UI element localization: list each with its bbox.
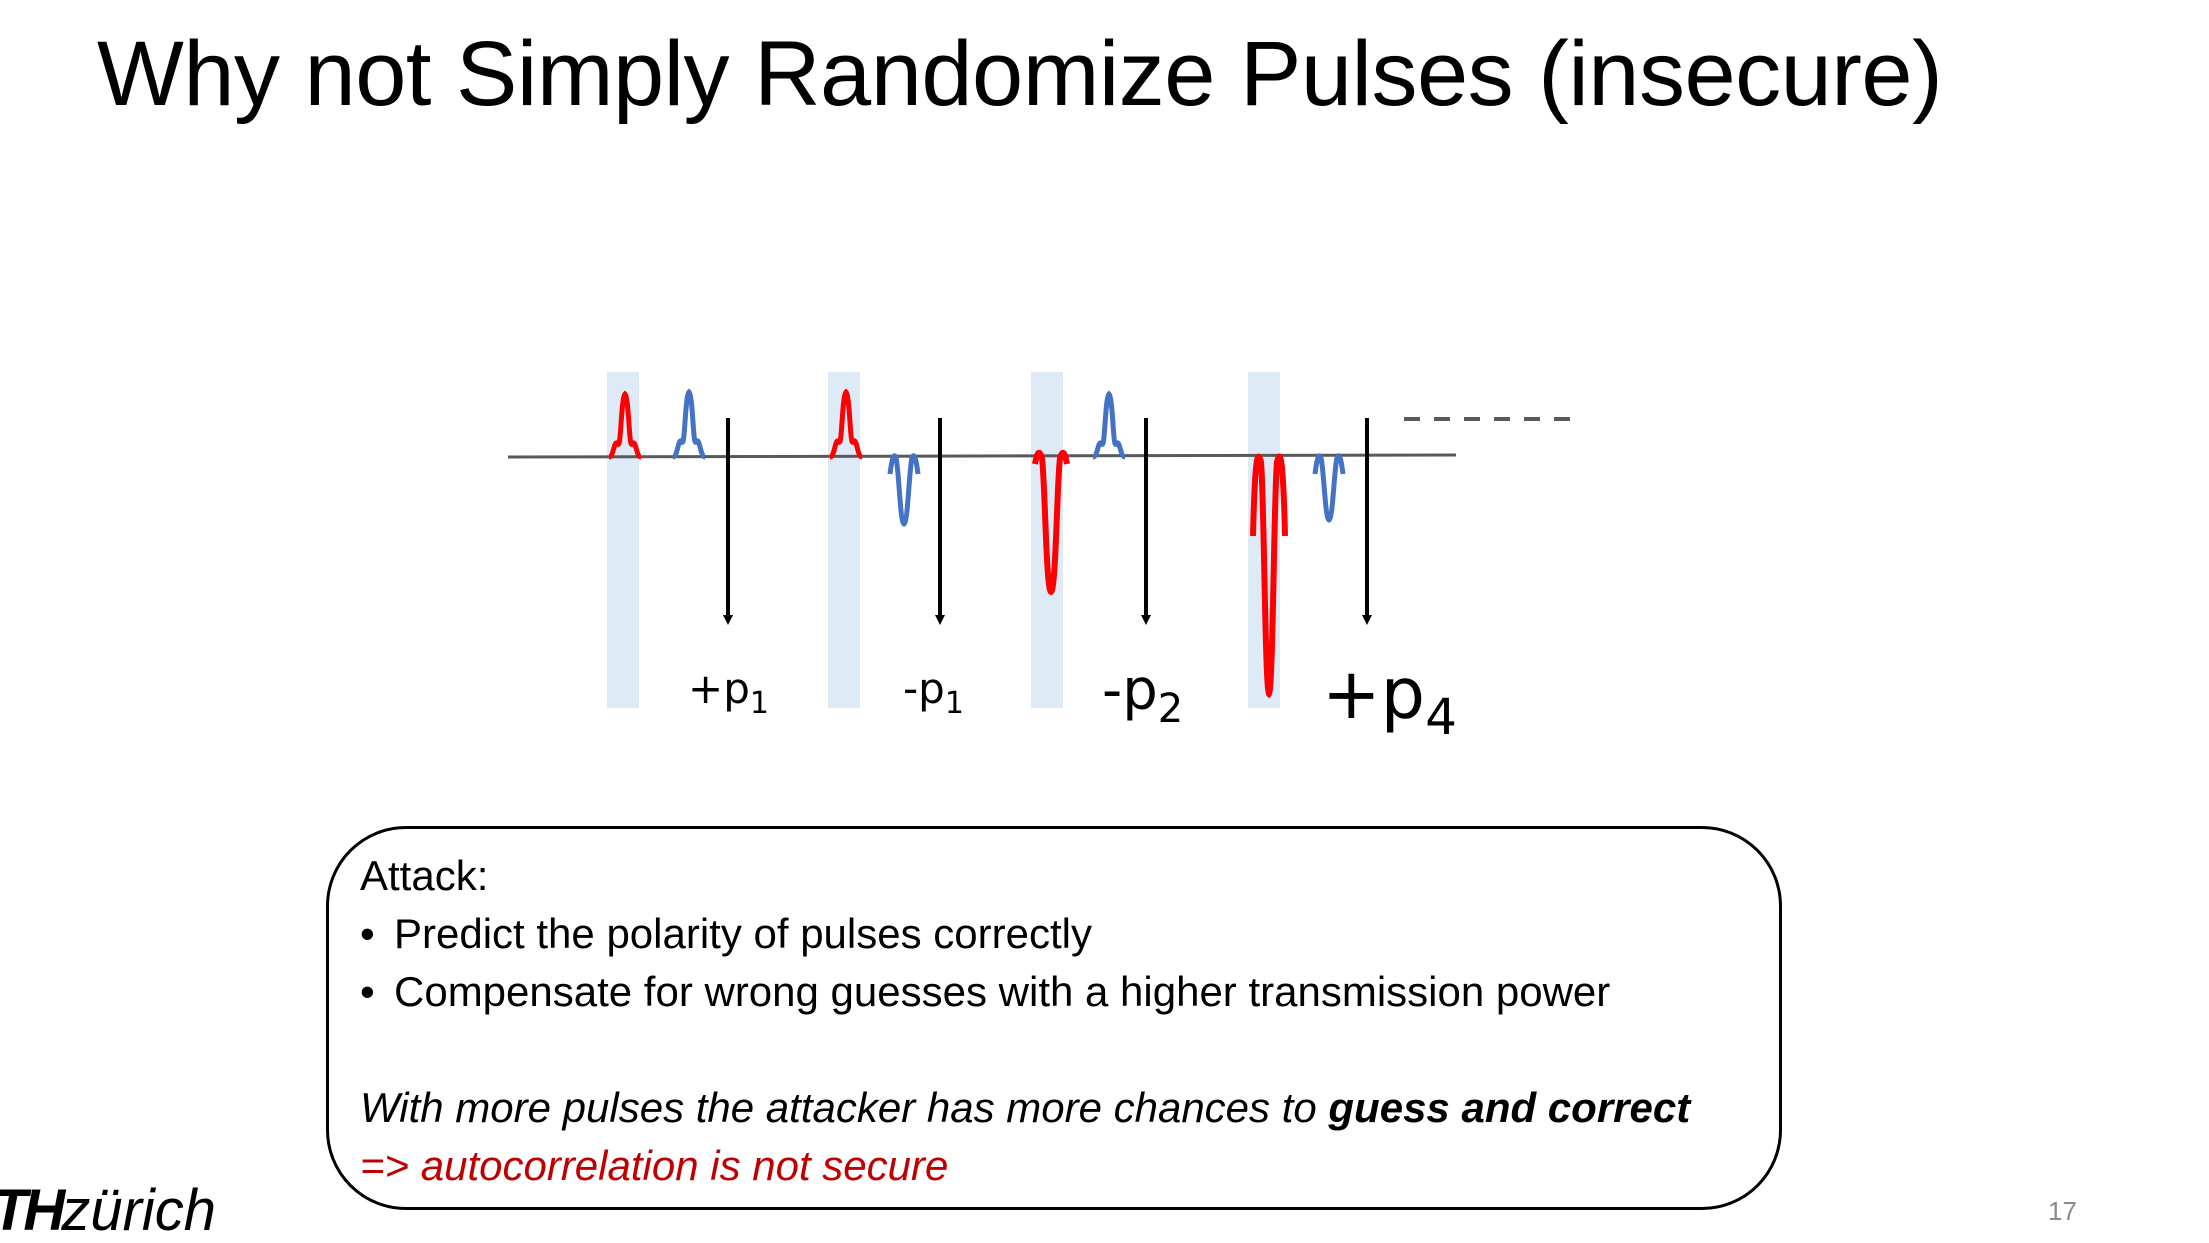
attack-note-prefix: With more pulses the attacker has more c… [360,1084,1329,1131]
blue-pulse-up-3 [1091,390,1127,460]
attack-bullet-1: • Predict the polarity of pulses correctl… [360,910,1092,958]
attack-heading: Attack: [360,852,489,899]
blue-pulse-down-2 [887,453,921,527]
slide-title: Why not Simply Randomize Pulses (insecur… [97,23,1943,125]
attack-bullet-1-text: Predict the polarity of pulses correctly [394,910,1092,957]
label-plus-p1: +p1 [688,664,769,721]
bullet-icon: • [360,968,375,1015]
logo-rest: zürich [61,1178,217,1243]
red-pulse-up-2 [828,388,864,460]
attack-box [326,826,1782,1210]
red-pulse-down-3 [1032,449,1070,596]
time-axis [507,453,1457,459]
blue-pulse-up-1 [671,388,707,460]
label-minus-p2: -p2 [1102,658,1183,732]
label-minus-p1: -p1 [903,664,964,721]
logo-bold: TH [0,1178,65,1243]
eth-zurich-logo: THzürich [0,1182,216,1240]
attack-note: With more pulses the attacker has more c… [360,1084,1690,1132]
label-plus-p4: +p4 [1322,653,1457,746]
bullet-icon: • [360,910,375,957]
page-number: 17 [2048,1196,2077,1226]
attack-note-emphasis: guess and correct [1328,1084,1691,1131]
attack-bullet-2-text: Compensate for wrong guesses with a high… [394,968,1611,1015]
red-pulse-down-4 [1250,453,1288,699]
blue-pulse-down-4 [1312,453,1346,523]
red-pulse-up-1 [607,390,643,460]
attack-conclusion: => autocorrelation is not secure [360,1142,949,1189]
attack-bullet-2: • Compensate for wrong guesses with a hig… [360,968,1610,1016]
